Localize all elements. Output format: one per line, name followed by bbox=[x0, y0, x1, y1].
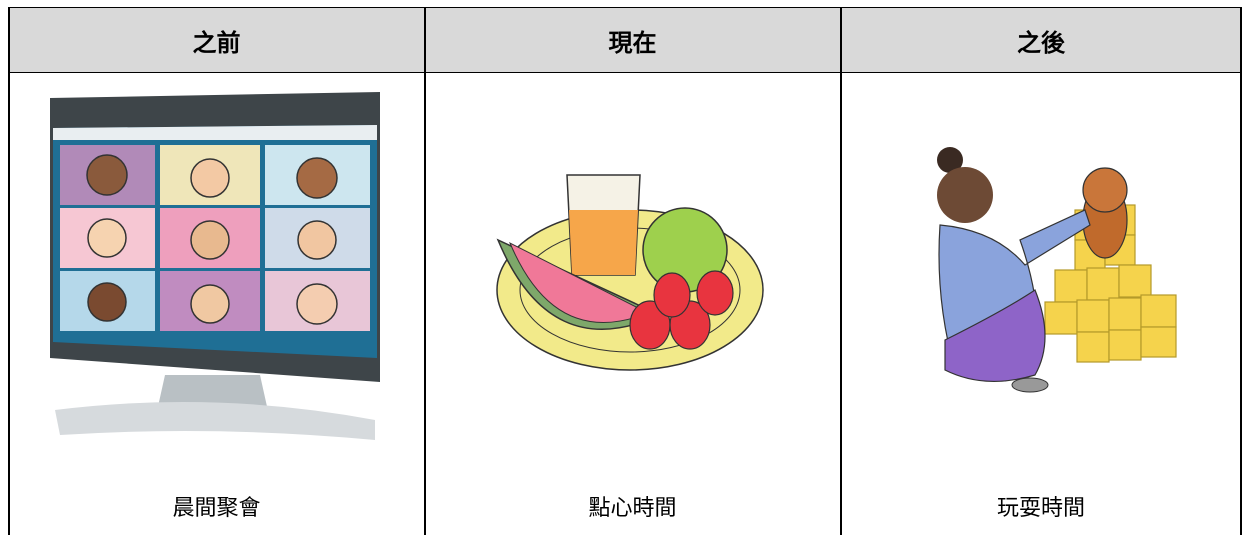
border bbox=[8, 7, 10, 535]
activity-label: 點心時間 bbox=[588, 496, 677, 521]
border bbox=[840, 7, 842, 535]
play-illustration bbox=[937, 147, 1177, 393]
border bbox=[1240, 7, 1242, 535]
snack-illustration bbox=[496, 174, 764, 371]
activity-label: 玩耍時間 bbox=[996, 496, 1085, 521]
header-cell: 現在 bbox=[424, 7, 841, 73]
border bbox=[424, 7, 426, 535]
activity-label: 晨間聚會 bbox=[172, 496, 261, 521]
header-cell: 之前 bbox=[8, 7, 425, 73]
header-cell: 之後 bbox=[840, 7, 1242, 73]
monitor-illustration bbox=[50, 92, 380, 440]
